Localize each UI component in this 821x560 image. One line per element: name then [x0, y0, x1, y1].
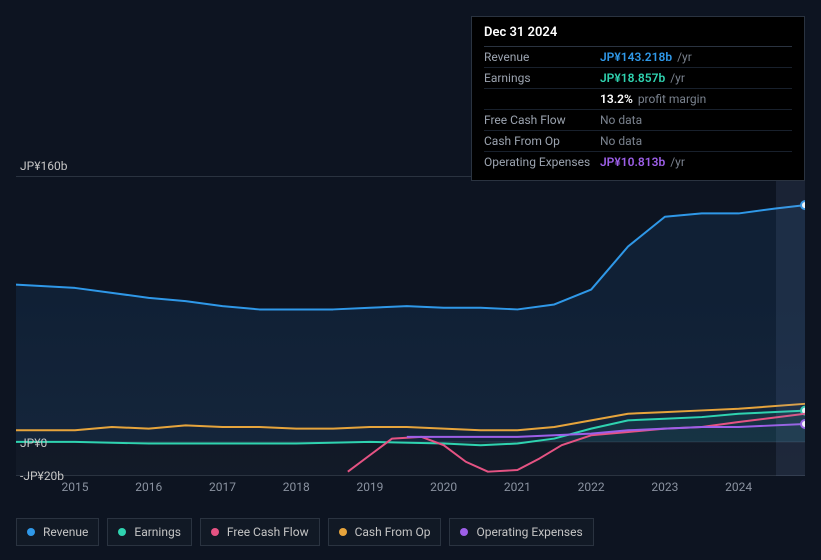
- info-value: JP¥10.813b /yr: [600, 155, 792, 169]
- info-value: 13.2% profit margin: [600, 92, 792, 106]
- legend-dot-icon: [460, 528, 468, 536]
- info-row: EarningsJP¥18.857b /yr: [484, 68, 792, 89]
- legend-item-earnings[interactable]: Earnings: [107, 518, 192, 546]
- info-value: JP¥143.218b /yr: [600, 50, 792, 64]
- x-tick-label: 2017: [209, 480, 236, 494]
- legend-dot-icon: [339, 528, 347, 536]
- info-label: Earnings: [484, 71, 600, 85]
- x-tick-label: 2015: [61, 480, 88, 494]
- legend-item-cfo[interactable]: Cash From Op: [328, 518, 442, 546]
- x-tick-label: 2020: [430, 480, 457, 494]
- info-date: Dec 31 2024: [484, 25, 792, 47]
- info-row: Free Cash FlowNo data: [484, 110, 792, 131]
- chart-plot[interactable]: [16, 176, 805, 476]
- series-marker-opex: [801, 420, 805, 428]
- info-label: Operating Expenses: [484, 155, 600, 169]
- y-tick-label: JP¥0: [20, 436, 47, 450]
- legend-item-opex[interactable]: Operating Expenses: [449, 518, 593, 546]
- x-tick-label: 2021: [504, 480, 531, 494]
- legend-label: Revenue: [43, 525, 88, 539]
- info-label: Cash From Op: [484, 134, 600, 148]
- legend-dot-icon: [118, 528, 126, 536]
- series-marker-revenue: [801, 201, 805, 209]
- info-row: Cash From OpNo data: [484, 131, 792, 152]
- x-tick-label: 2023: [651, 480, 678, 494]
- legend-item-fcf[interactable]: Free Cash Flow: [200, 518, 320, 546]
- legend-label: Free Cash Flow: [227, 525, 309, 539]
- legend-dot-icon: [211, 528, 219, 536]
- info-label: Revenue: [484, 50, 600, 64]
- legend-item-revenue[interactable]: Revenue: [16, 518, 99, 546]
- legend-dot-icon: [27, 528, 35, 536]
- x-tick-label: 2019: [356, 480, 383, 494]
- info-row: Operating ExpensesJP¥10.813b /yr: [484, 152, 792, 172]
- info-value: No data: [600, 113, 792, 127]
- info-row: RevenueJP¥143.218b /yr: [484, 47, 792, 68]
- x-tick-label: 2022: [578, 480, 605, 494]
- x-tick-label: 2018: [283, 480, 310, 494]
- info-rows: RevenueJP¥143.218b /yrEarningsJP¥18.857b…: [484, 47, 792, 172]
- info-panel: Dec 31 2024 RevenueJP¥143.218b /yrEarnin…: [471, 16, 805, 181]
- chart-legend: Revenue Earnings Free Cash Flow Cash From O…: [16, 518, 594, 546]
- legend-label: Operating Expenses: [476, 525, 582, 539]
- info-label: Free Cash Flow: [484, 113, 600, 127]
- info-value: JP¥18.857b /yr: [600, 71, 792, 85]
- info-row: 13.2% profit margin: [484, 89, 792, 110]
- x-tick-label: 2024: [725, 480, 752, 494]
- info-value: No data: [600, 134, 792, 148]
- x-tick-label: 2016: [135, 480, 162, 494]
- legend-label: Cash From Op: [355, 525, 431, 539]
- legend-label: Earnings: [134, 525, 181, 539]
- x-axis: 2015 2016 2017 2018 2019 2020 2021 2022 2023 2024: [16, 480, 805, 498]
- y-tick-label: JP¥160b: [20, 159, 67, 173]
- financial-chart: JP¥160bJP¥0-JP¥20b 201520162017201820192…: [16, 158, 805, 512]
